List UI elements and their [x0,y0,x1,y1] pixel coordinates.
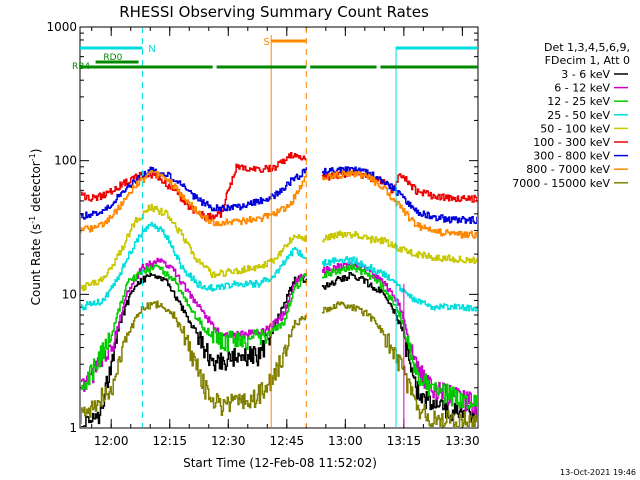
legend-entry-label: 100 - 300 keV [533,136,610,149]
x-tick-label: 12:00 [94,434,129,448]
y-axis-label: Count Rate (s-1 detector-1) [28,149,43,306]
x-tick-label: 13:15 [387,434,422,448]
y-tick-label: 10 [62,287,77,301]
flag-n-label: N [148,44,155,55]
series-line-4 [81,221,308,311]
y-tick-label: 1 [69,421,77,435]
flag-rb4-label: RB4 [72,62,90,72]
y-axis-label-end: ) [29,149,43,154]
legend-entry-label: 25 - 50 keV [547,109,610,122]
series-line-8 [321,170,477,239]
legend-entry-label: 12 - 25 keV [547,95,610,108]
legend-entry-label: 6 - 12 keV [554,82,610,95]
series-line-9 [81,300,308,424]
series-line-5 [321,230,477,264]
legend-title-line-1: Det 1,3,4,5,6,9, [544,41,630,54]
legend-entry-label: 800 - 7000 keV [526,163,610,176]
y-tick-label: 100 [54,154,77,168]
series-line-7 [321,166,477,224]
legend-title-line-2: FDecim 1, Att 0 [545,54,630,67]
timestamp: 13-Oct-2021 19:46 [560,468,636,477]
series-line-2 [81,257,308,392]
axes: RHESSI Observing Summary Count Rates Cou… [28,3,636,477]
legend-entry-label: 7000 - 15000 keV [512,177,610,190]
y-axis-label-mid: detector [29,161,43,216]
series-line-7 [81,166,308,220]
series-line-3 [81,264,308,391]
series-line-3 [321,264,477,410]
legend-entry-label: 50 - 100 keV [540,122,610,135]
flag-rd0-label: RD0 [103,53,122,63]
y-tick-label: 1000 [46,20,77,34]
svg-text:Count Rate (s-1 detector-1): Count Rate (s-1 detector-1) [28,149,43,306]
x-tick-label: 12:45 [270,434,305,448]
x-tick-label: 13:00 [328,434,363,448]
chart-title: RHESSI Observing Summary Count Rates [119,3,429,21]
series-line-1 [321,272,477,422]
y-axis-label-main: Count Rate (s [29,224,43,306]
legend-entry-label: 300 - 800 keV [533,150,610,163]
x-tick-label: 12:30 [211,434,246,448]
series-line-5 [81,203,308,292]
series-line-8 [81,170,308,234]
y-axis-label-sup2: -1 [28,153,37,161]
series-line-1 [81,272,308,427]
series-line-4 [321,256,477,312]
y-axis-label-sup1: -1 [28,216,37,224]
series-line-9 [321,301,477,427]
flag-s-label: S [263,37,269,48]
plot-frame [79,26,479,429]
x-tick-label: 12:15 [152,434,187,448]
x-axis-label: Start Time (12-Feb-08 11:52:02) [183,456,377,470]
x-tick-label: 13:30 [445,434,480,448]
legend-entry-label: 3 - 6 keV [561,68,610,81]
series-group [81,28,477,427]
